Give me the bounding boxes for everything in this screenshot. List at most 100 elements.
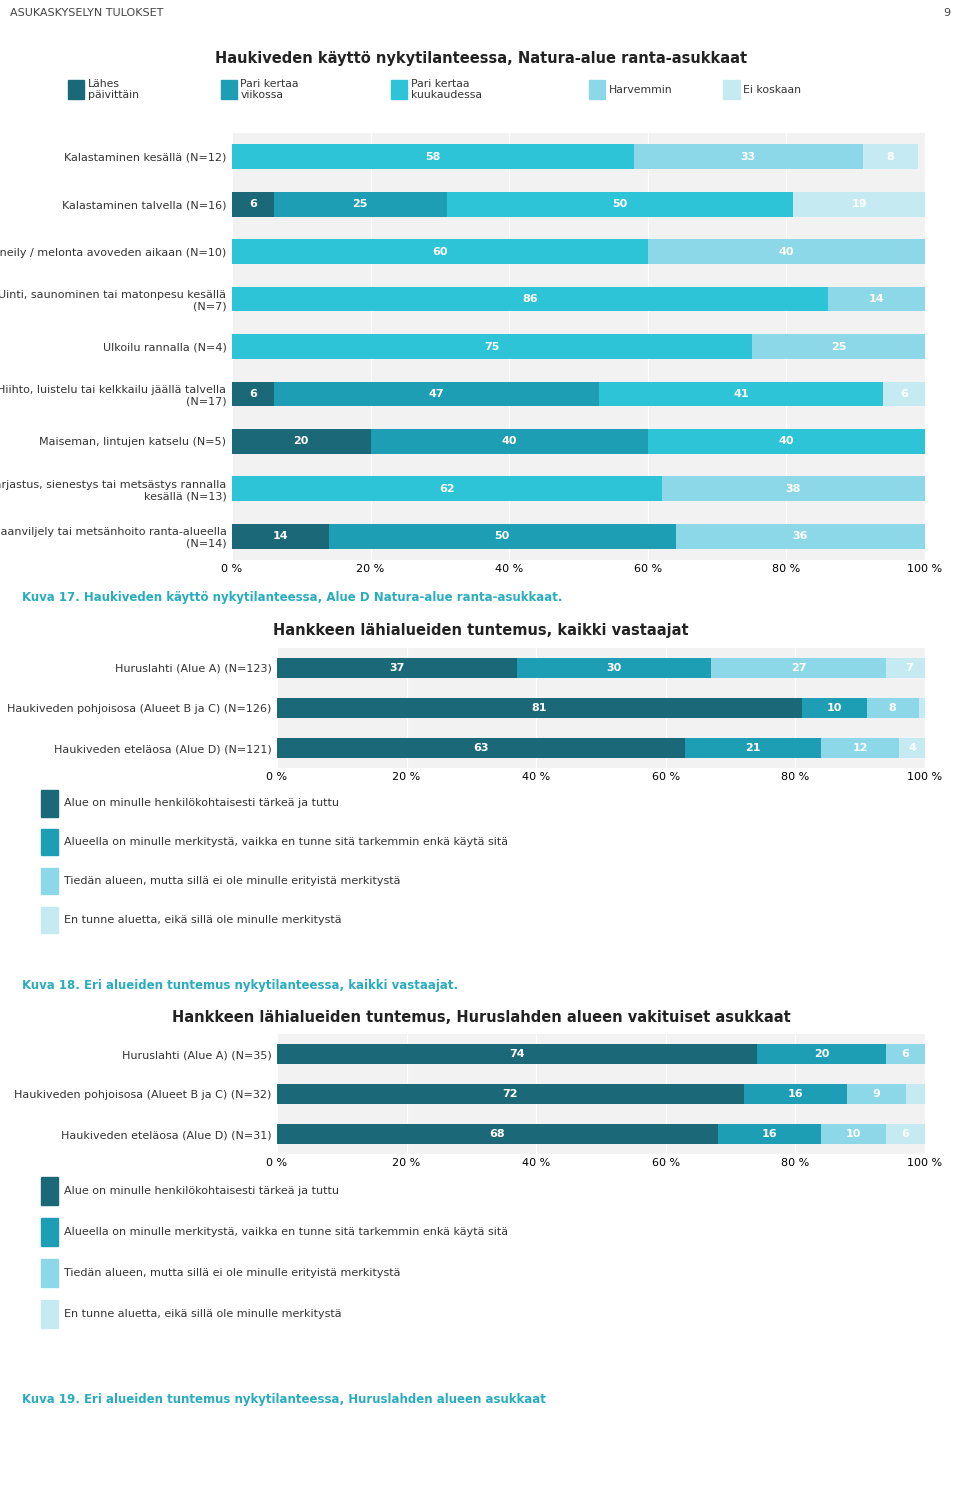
Text: Kuva 18. Eri alueiden tuntemus nykytilanteessa, kaikki vastaajat.: Kuva 18. Eri alueiden tuntemus nykytilan…: [22, 980, 458, 993]
Text: 41: 41: [733, 389, 749, 400]
Text: Kuva 19. Eri alueiden tuntemus nykytilanteessa, Huruslahden alueen asukkaat: Kuva 19. Eri alueiden tuntemus nykytilan…: [22, 1393, 546, 1406]
Bar: [634, 145, 863, 168]
Text: 74: 74: [509, 1050, 524, 1059]
Bar: [41, 829, 58, 856]
Bar: [329, 523, 676, 549]
Text: 16: 16: [787, 1088, 804, 1099]
Bar: [41, 1218, 58, 1245]
Text: 40: 40: [779, 437, 794, 446]
Text: 6: 6: [249, 389, 256, 400]
Bar: [41, 790, 58, 817]
Bar: [516, 658, 711, 678]
Text: 63: 63: [473, 743, 489, 753]
Bar: [277, 1044, 756, 1065]
Bar: [277, 698, 802, 719]
Text: Alue on minulle henkilökohtaisesti tärkeä ja tuttu: Alue on minulle henkilökohtaisesti tärke…: [63, 799, 339, 808]
Text: Alueella on minulle merkitystä, vaikka en tunne sitä tarkemmin enkä käytä sitä: Alueella on minulle merkitystä, vaikka e…: [63, 1227, 508, 1236]
Bar: [446, 192, 793, 216]
Text: Ei koskaan: Ei koskaan: [743, 85, 802, 94]
Bar: [232, 192, 274, 216]
Bar: [41, 868, 58, 895]
Bar: [41, 1258, 58, 1287]
Bar: [648, 429, 925, 453]
Bar: [274, 192, 446, 216]
Bar: [676, 523, 925, 549]
Text: 72: 72: [502, 1088, 518, 1099]
Bar: [900, 738, 925, 759]
Text: Harvemmin: Harvemmin: [609, 85, 672, 94]
Bar: [392, 79, 407, 100]
Text: 36: 36: [793, 531, 808, 541]
Text: 40: 40: [501, 437, 516, 446]
Text: ASUKASKYSELYN TULOKSET: ASUKASKYSELYN TULOKSET: [10, 7, 163, 18]
Bar: [718, 1124, 822, 1145]
Text: 40: 40: [779, 246, 794, 256]
Bar: [724, 79, 739, 100]
Text: 81: 81: [532, 702, 547, 713]
Text: 58: 58: [425, 152, 441, 161]
Text: 6: 6: [901, 1050, 909, 1059]
Bar: [588, 79, 605, 100]
Bar: [867, 698, 919, 719]
Bar: [685, 738, 822, 759]
Bar: [828, 286, 925, 312]
Text: 33: 33: [741, 152, 756, 161]
Text: 12: 12: [852, 743, 868, 753]
Text: Kuva 17. Haukiveden käyttö nykytilanteessa, Alue D Natura-alue ranta-asukkaat.: Kuva 17. Haukiveden käyttö nykytilantees…: [22, 590, 563, 604]
Text: 7: 7: [905, 663, 913, 672]
Bar: [752, 334, 925, 359]
Text: 9: 9: [873, 1088, 880, 1099]
Text: 21: 21: [746, 743, 761, 753]
Text: En tunne aluetta, eikä sillä ole minulle merkitystä: En tunne aluetta, eikä sillä ole minulle…: [63, 1309, 342, 1320]
Text: En tunne aluetta, eikä sillä ole minulle merkitystä: En tunne aluetta, eikä sillä ole minulle…: [63, 915, 342, 924]
Text: 38: 38: [785, 485, 801, 494]
Text: 9: 9: [944, 7, 950, 18]
Text: 75: 75: [484, 341, 499, 352]
Bar: [756, 1044, 886, 1065]
Bar: [886, 1044, 925, 1065]
Bar: [232, 334, 752, 359]
Text: 50: 50: [494, 531, 510, 541]
Bar: [221, 79, 237, 100]
Text: 60: 60: [432, 246, 447, 256]
Bar: [822, 738, 900, 759]
Bar: [648, 239, 925, 264]
Bar: [274, 382, 599, 406]
Text: 6: 6: [249, 200, 256, 209]
Text: Alue on minulle henkilökohtaisesti tärkeä ja tuttu: Alue on minulle henkilökohtaisesti tärke…: [63, 1185, 339, 1196]
Bar: [232, 145, 634, 168]
Bar: [277, 1124, 718, 1145]
Bar: [68, 79, 84, 100]
Text: 47: 47: [428, 389, 444, 400]
Bar: [277, 658, 516, 678]
Text: 62: 62: [439, 485, 455, 494]
Bar: [822, 1124, 886, 1145]
Bar: [41, 1300, 58, 1328]
Bar: [661, 477, 925, 501]
Text: 16: 16: [761, 1129, 778, 1139]
Bar: [848, 1084, 905, 1105]
Text: 37: 37: [389, 663, 404, 672]
Text: 20: 20: [814, 1050, 829, 1059]
Bar: [919, 698, 931, 719]
Bar: [277, 738, 685, 759]
Text: 27: 27: [791, 663, 806, 672]
Text: 8: 8: [886, 152, 894, 161]
Text: 68: 68: [490, 1129, 505, 1139]
Text: Pari kertaa
kuukaudessa: Pari kertaa kuukaudessa: [411, 79, 482, 100]
Text: 8: 8: [889, 702, 897, 713]
Bar: [277, 1084, 744, 1105]
Bar: [744, 1084, 848, 1105]
Bar: [711, 658, 886, 678]
Bar: [802, 698, 867, 719]
Text: Lähes
päivittäin: Lähes päivittäin: [87, 79, 138, 100]
Text: 19: 19: [852, 200, 867, 209]
Text: 25: 25: [352, 200, 368, 209]
Bar: [232, 382, 274, 406]
Bar: [599, 382, 883, 406]
Text: Alueella on minulle merkitystä, vaikka en tunne sitä tarkemmin enkä käytä sitä: Alueella on minulle merkitystä, vaikka e…: [63, 838, 508, 847]
Text: 6: 6: [901, 1129, 909, 1139]
Bar: [793, 192, 925, 216]
Text: 30: 30: [607, 663, 621, 672]
Text: Hankkeen lähialueiden tuntemus, kaikki vastaajat: Hankkeen lähialueiden tuntemus, kaikki v…: [274, 623, 689, 638]
